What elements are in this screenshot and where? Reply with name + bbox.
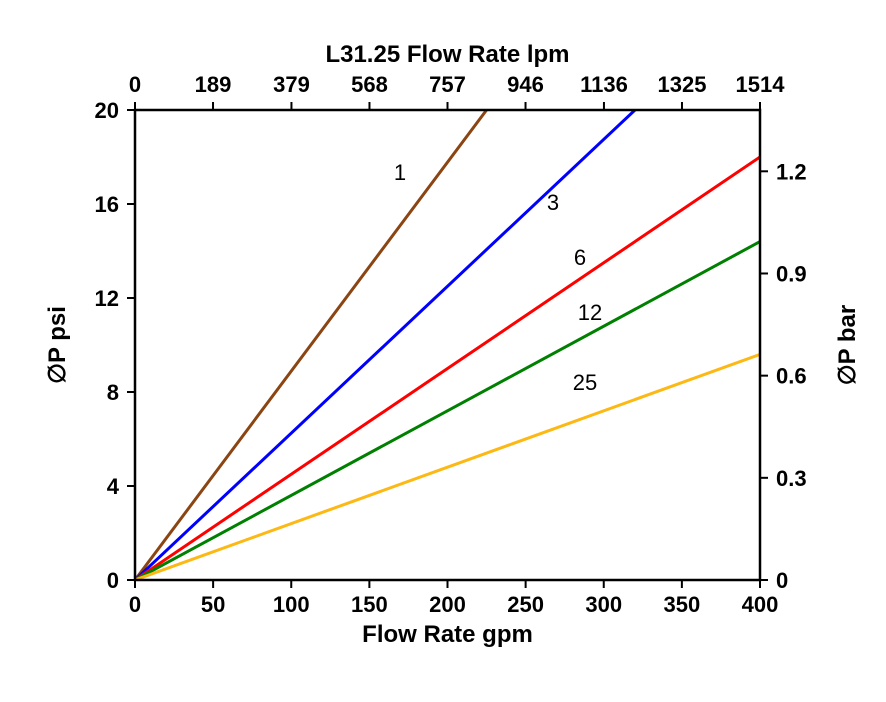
y-left-title: ∅P psi (44, 306, 71, 384)
x-top-tick: 946 (507, 72, 544, 97)
x-top-tick: 1325 (658, 72, 707, 97)
x-top-tick: 1136 (580, 72, 628, 97)
series-label-12: 12 (578, 300, 602, 325)
x-bottom-tick: 150 (351, 592, 388, 617)
y-right-tick: 0.3 (776, 466, 807, 491)
x-bottom-tick: 50 (201, 592, 225, 617)
y-right-tick: 0 (776, 568, 788, 593)
x-bottom-tick: 400 (742, 592, 779, 617)
x-bottom-tick: 0 (129, 592, 141, 617)
x-bottom-title: Flow Rate gpm (362, 621, 533, 648)
series-label-1: 1 (394, 160, 406, 185)
y-right-title: ∅P bar (834, 305, 861, 386)
x-bottom-tick: 300 (585, 592, 622, 617)
x-top-tick: 757 (429, 72, 466, 97)
x-top-tick: 379 (273, 72, 310, 97)
y-right-tick: 0.6 (776, 364, 807, 389)
y-left-tick: 4 (107, 474, 120, 499)
y-left-tick: 16 (95, 192, 119, 217)
x-bottom-tick: 250 (507, 592, 544, 617)
series-label-6: 6 (574, 245, 586, 270)
x-top-tick: 568 (351, 72, 388, 97)
y-right-tick: 0.9 (776, 261, 807, 286)
series-label-25: 25 (573, 370, 597, 395)
x-bottom-tick: 200 (429, 592, 466, 617)
x-bottom-tick: 100 (273, 592, 310, 617)
y-left-tick: 20 (95, 98, 119, 123)
y-left-tick: 12 (95, 286, 119, 311)
x-top-tick: 0 (129, 72, 141, 97)
x-bottom-tick: 350 (664, 592, 701, 617)
x-top-tick: 1514 (736, 72, 786, 97)
chart-svg: 0501001502002503003504000189379568757946… (0, 0, 886, 702)
x-top-title: L31.25 Flow Rate lpm (325, 41, 569, 68)
series-label-3: 3 (547, 190, 559, 215)
x-top-tick: 189 (195, 72, 232, 97)
y-left-tick: 0 (107, 568, 119, 593)
y-left-tick: 8 (107, 380, 119, 405)
y-right-tick: 1.2 (776, 159, 807, 184)
flow-rate-chart: 0501001502002503003504000189379568757946… (0, 0, 886, 702)
